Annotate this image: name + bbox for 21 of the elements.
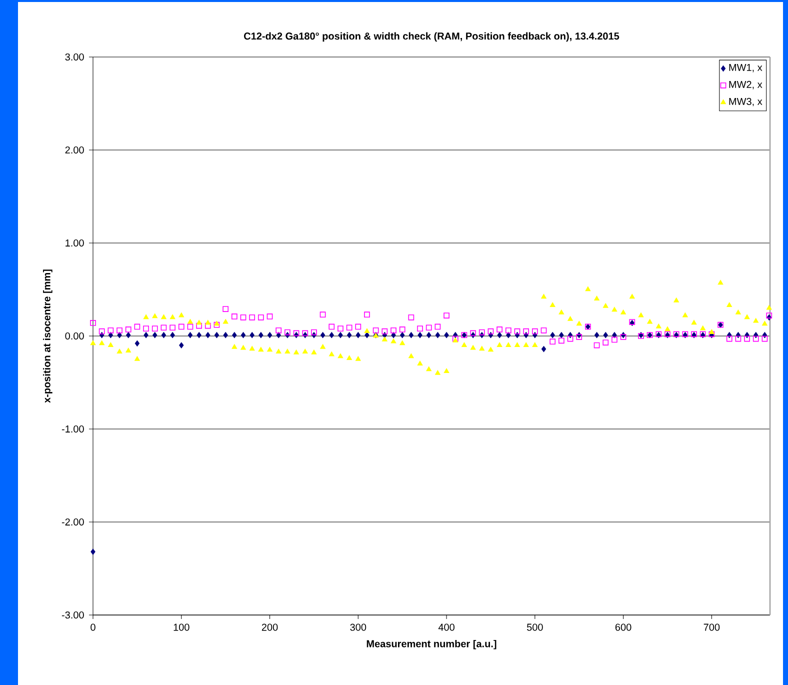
chart-title: C12-dx2 Ga180° position & width check (RAM, Position feedback on), 13.4.2015: [244, 32, 620, 42]
legend-label: MW3, x: [729, 98, 762, 106]
y-tick-label: 2.00: [65, 146, 84, 154]
x-tick-label: 500: [526, 624, 543, 631]
x-tick-label: 700: [704, 624, 720, 631]
y-tick-label: -1.00: [62, 425, 84, 433]
legend-label: MW1, x: [729, 64, 762, 72]
y-axis-title: x-position at isocentre [mm]: [43, 270, 52, 403]
x-tick-label: 100: [174, 624, 190, 631]
x-tick-label: 200: [262, 624, 278, 631]
y-tick-label: 0.00: [65, 332, 84, 340]
x-tick-label: 0: [90, 624, 96, 631]
x-axis-title: Measurement number [a.u.]: [366, 640, 496, 650]
x-tick-label: 400: [438, 624, 454, 631]
y-tick-label: 3.00: [65, 53, 84, 61]
y-tick-label: -2.00: [62, 518, 84, 526]
legend-label: MW2, x: [729, 80, 762, 90]
x-tick-label: 300: [350, 624, 366, 631]
y-tick-label: -3.00: [62, 611, 84, 619]
x-tick-label: 600: [615, 624, 632, 631]
y-tick-label: 1.00: [66, 239, 84, 247]
